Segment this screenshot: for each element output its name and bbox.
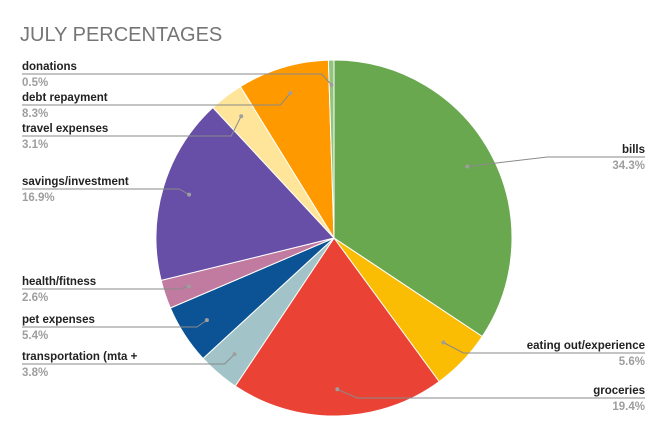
slice-label-bills: bills [622, 144, 645, 156]
slice-label-health-fitness: health/fitness [22, 276, 96, 288]
pie-slice-savings-investment [155, 106, 335, 282]
slice-value-eating-out-experience: 5.6% [619, 356, 645, 368]
slice-label-groceries: groceries [593, 385, 645, 397]
slice-value-donations: 0.5% [22, 77, 48, 89]
slice-label-transportation-mta: transportation (mta + [22, 351, 138, 363]
pie-labels: bills 34.3% eating out/experience 5.6% groce… [22, 61, 645, 413]
leader-line-travel-expenses [22, 115, 242, 137]
leader-line-savings-investment [22, 188, 190, 196]
chart-title: JULY PERCENTAGES [20, 24, 222, 46]
slice-label-travel-expenses: travel expenses [22, 123, 108, 135]
leader-dot-savings-investment [187, 192, 192, 197]
leader-dot-bills [465, 164, 470, 169]
slice-value-bills: 34.3% [612, 160, 645, 172]
leader-line-transportation-mta [22, 353, 235, 365]
leader-dot-groceries [335, 387, 340, 392]
slice-label-donations: donations [22, 61, 77, 73]
pie-slice-donations [327, 59, 335, 239]
leader-line-eating-out-experience [443, 342, 645, 354]
pie-slices [155, 59, 513, 417]
slice-value-savings-investment: 16.9% [22, 192, 55, 204]
leader-dot-donations [329, 82, 334, 87]
leader-line-bills [467, 156, 645, 167]
slice-value-debt-repayment: 8.3% [22, 108, 48, 120]
slice-value-health-fitness: 2.6% [22, 292, 48, 304]
leader-line-groceries [337, 388, 645, 399]
leader-dot-travel-expenses [239, 114, 244, 119]
leader-dot-eating-out-experience [441, 340, 446, 345]
leader-dot-pet-expenses [204, 318, 209, 323]
slice-label-debt-repayment: debt repayment [22, 92, 108, 104]
leader-dot-health-fitness [186, 284, 191, 289]
leader-line-donations [22, 73, 332, 86]
leader-dot-transportation-mta [232, 352, 237, 357]
leader-line-debt-repayment [22, 92, 291, 106]
slice-value-transportation-mta: 3.8% [22, 367, 48, 379]
leader-line-pet-expenses [22, 319, 208, 328]
slice-label-savings-investment: savings/investment [22, 176, 129, 188]
pie-slice-groceries [234, 237, 440, 417]
leader-line-health-fitness [22, 286, 189, 290]
slice-value-groceries: 19.4% [612, 401, 645, 413]
leader-dot-debt-repayment [288, 91, 293, 96]
slice-value-travel-expenses: 3.1% [22, 139, 48, 151]
slice-label-pet-expenses: pet expenses [22, 314, 95, 326]
slice-label-eating-out-experience: eating out/experience [527, 340, 645, 352]
slice-value-pet-expenses: 5.4% [22, 330, 48, 342]
